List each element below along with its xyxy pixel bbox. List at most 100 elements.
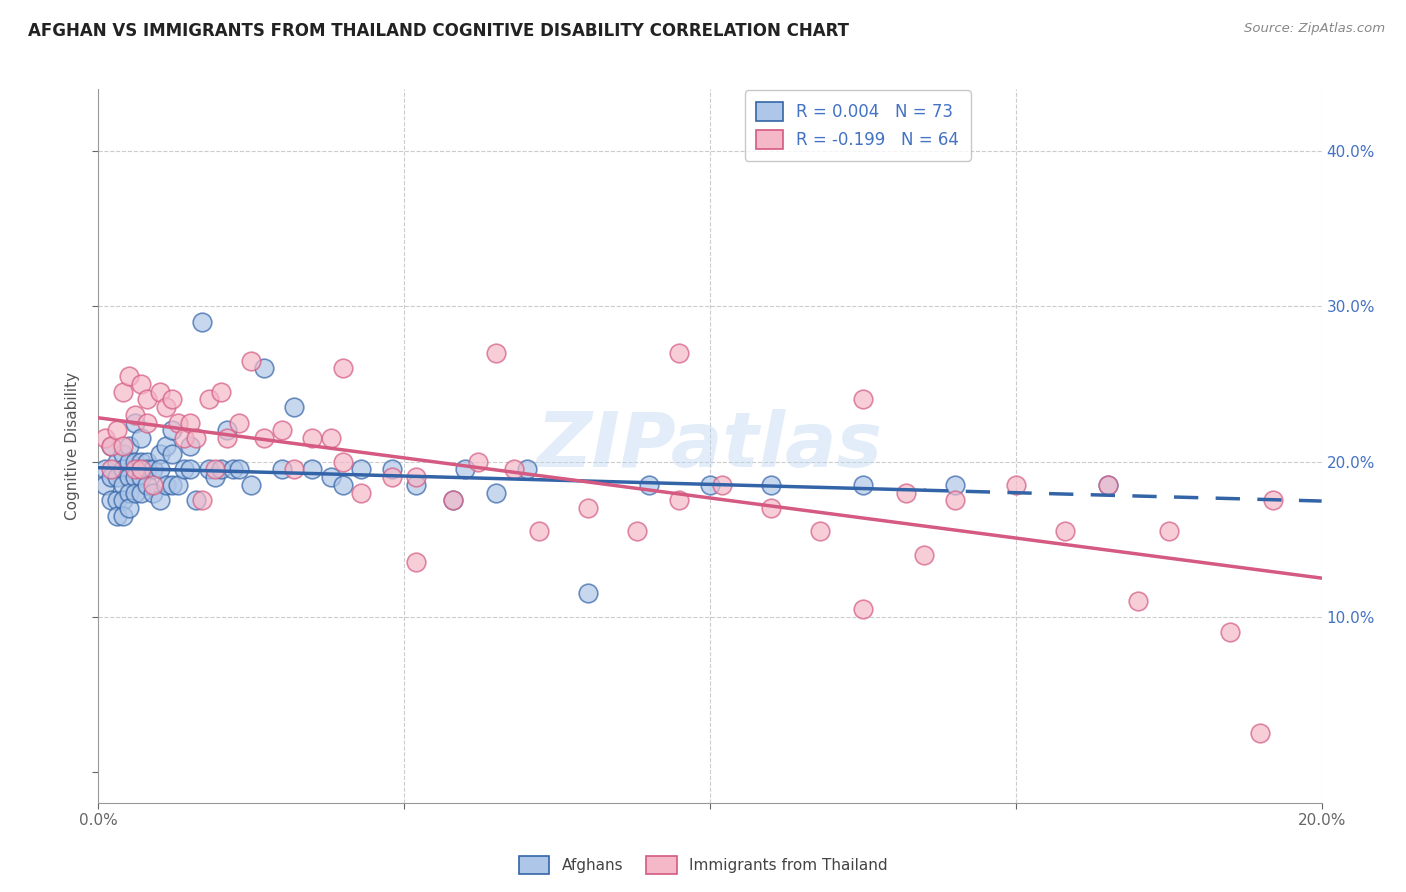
- Point: [301, 431, 323, 445]
- Point: [240, 353, 263, 368]
- Point: [124, 416, 146, 430]
- Point: [149, 462, 172, 476]
- Point: [405, 477, 427, 491]
- Point: [332, 454, 354, 468]
- Point: [149, 493, 172, 508]
- Point: [852, 602, 875, 616]
- Point: [191, 493, 214, 508]
- Point: [118, 470, 141, 484]
- Point: [124, 408, 146, 422]
- Point: [142, 485, 165, 500]
- Point: [111, 384, 134, 399]
- Point: [209, 462, 232, 476]
- Point: [93, 431, 115, 445]
- Point: [100, 470, 122, 484]
- Point: [100, 439, 122, 453]
- Point: [136, 416, 159, 430]
- Point: [118, 485, 141, 500]
- Point: [105, 424, 128, 438]
- Point: [319, 431, 342, 445]
- Point: [319, 470, 342, 484]
- Point: [136, 462, 159, 476]
- Point: [204, 462, 226, 476]
- Point: [485, 485, 508, 500]
- Point: [215, 424, 238, 438]
- Point: [252, 431, 274, 445]
- Point: [228, 416, 250, 430]
- Point: [283, 401, 305, 415]
- Point: [441, 493, 464, 508]
- Point: [228, 462, 250, 476]
- Point: [912, 548, 935, 562]
- Point: [852, 477, 875, 491]
- Point: [179, 416, 201, 430]
- Point: [105, 454, 128, 468]
- Point: [167, 477, 190, 491]
- Point: [100, 462, 122, 476]
- Point: [467, 454, 489, 468]
- Point: [129, 431, 152, 445]
- Point: [1219, 625, 1241, 640]
- Point: [105, 470, 128, 484]
- Point: [118, 369, 141, 384]
- Point: [124, 462, 146, 476]
- Point: [186, 431, 208, 445]
- Point: [155, 439, 177, 453]
- Point: [1053, 524, 1076, 539]
- Point: [485, 346, 508, 360]
- Point: [197, 392, 219, 407]
- Point: [100, 439, 122, 453]
- Point: [454, 462, 477, 476]
- Point: [118, 454, 141, 468]
- Point: [142, 462, 165, 476]
- Point: [405, 555, 427, 569]
- Point: [576, 501, 599, 516]
- Point: [118, 501, 141, 516]
- Point: [129, 462, 152, 476]
- Point: [136, 392, 159, 407]
- Point: [160, 424, 183, 438]
- Point: [270, 424, 292, 438]
- Point: [136, 477, 159, 491]
- Point: [852, 392, 875, 407]
- Point: [93, 477, 115, 491]
- Text: ZIPatlas: ZIPatlas: [537, 409, 883, 483]
- Point: [1249, 726, 1271, 740]
- Legend: R = 0.004   N = 73, R = -0.199   N = 64: R = 0.004 N = 73, R = -0.199 N = 64: [745, 90, 970, 161]
- Point: [808, 524, 831, 539]
- Point: [179, 462, 201, 476]
- Point: [111, 477, 134, 491]
- Point: [142, 477, 165, 491]
- Point: [149, 447, 172, 461]
- Point: [160, 392, 183, 407]
- Point: [129, 454, 152, 468]
- Point: [105, 508, 128, 523]
- Point: [405, 470, 427, 484]
- Point: [160, 477, 183, 491]
- Point: [503, 462, 526, 476]
- Point: [204, 470, 226, 484]
- Point: [1157, 524, 1180, 539]
- Legend: Afghans, Immigrants from Thailand: Afghans, Immigrants from Thailand: [513, 850, 893, 880]
- Point: [136, 454, 159, 468]
- Point: [215, 431, 238, 445]
- Point: [668, 346, 690, 360]
- Point: [1128, 594, 1150, 608]
- Point: [118, 439, 141, 453]
- Point: [527, 524, 550, 539]
- Point: [332, 477, 354, 491]
- Point: [173, 431, 195, 445]
- Point: [894, 485, 917, 500]
- Point: [173, 462, 195, 476]
- Point: [381, 470, 404, 484]
- Point: [179, 439, 201, 453]
- Point: [129, 470, 152, 484]
- Point: [105, 493, 128, 508]
- Point: [626, 524, 648, 539]
- Point: [270, 462, 292, 476]
- Point: [637, 477, 661, 491]
- Point: [668, 493, 690, 508]
- Point: [252, 361, 274, 376]
- Point: [1261, 493, 1284, 508]
- Point: [441, 493, 464, 508]
